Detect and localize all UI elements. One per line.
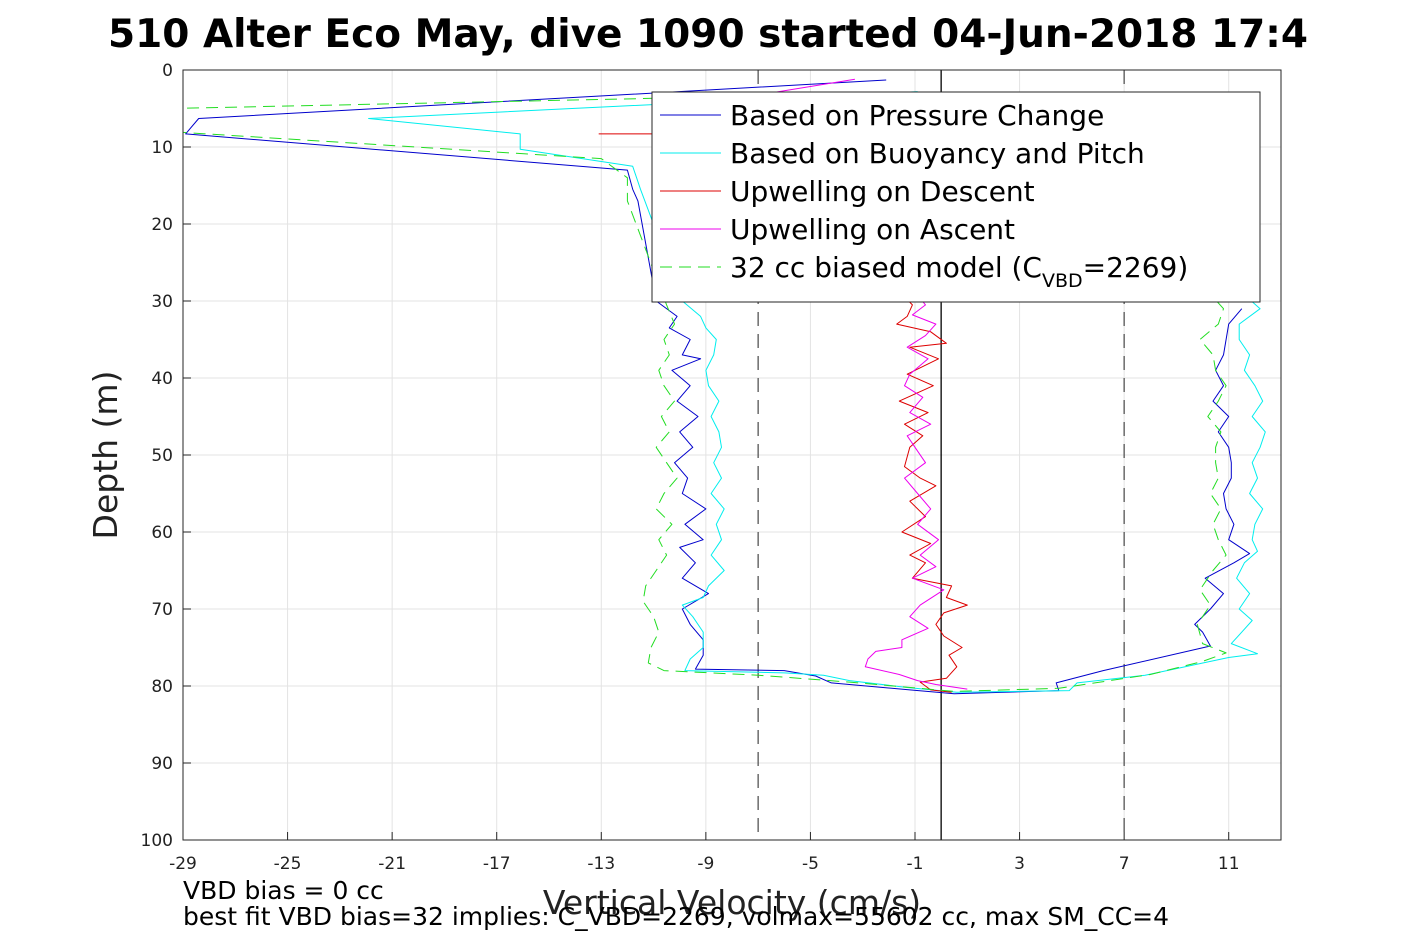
x-tick-label: -21 xyxy=(378,854,406,874)
y-tick-label: 50 xyxy=(151,446,173,466)
chart-title: 510 Alter Eco May, dive 1090 started 04-… xyxy=(108,12,1308,57)
series-group xyxy=(183,78,1266,695)
x-tick-label: -25 xyxy=(274,854,302,874)
y-axis-label: Depth (m) xyxy=(86,371,125,540)
x-tick-label: 3 xyxy=(1014,854,1025,874)
y-tick-label: 80 xyxy=(151,677,173,697)
y-tick-label: 100 xyxy=(141,831,173,851)
x-tick-label: -5 xyxy=(802,854,819,874)
y-tick-label: 60 xyxy=(151,523,173,543)
y-tick-label: 20 xyxy=(151,215,173,235)
y-tick-label: 10 xyxy=(151,138,173,158)
series-line xyxy=(185,79,1251,695)
series-line xyxy=(183,92,1227,692)
x-tick-label: -13 xyxy=(587,854,615,874)
y-tick-labels: 0 10 20 30 40 50 60 70 80 90 100 xyxy=(141,61,191,851)
legend-entry: Upwelling on Ascent xyxy=(730,213,1015,246)
x-tick-label: 7 xyxy=(1119,854,1130,874)
legend-entry: Upwelling on Descent xyxy=(730,175,1035,208)
footer-best-fit: best fit VBD bias=32 implies: C_VBD=2269… xyxy=(183,902,1170,931)
legend-box xyxy=(651,91,1261,303)
y-tick-label: 0 xyxy=(162,61,173,81)
x-axis-label: Vertical Velocity (cm/s) xyxy=(543,883,921,922)
series-line xyxy=(368,91,1266,693)
x-tick-label: -17 xyxy=(483,854,511,874)
x-tick-labels: -29 -25 -21 -17 -13 -9 -5 -1 3 7 11 xyxy=(169,832,1240,874)
series-line xyxy=(598,133,968,693)
legend-entry: Based on Pressure Change xyxy=(730,99,1104,132)
y-tick-label: 90 xyxy=(151,754,173,774)
y-tick-label: 40 xyxy=(151,369,173,389)
series-line xyxy=(755,78,968,690)
y-tick-label: 30 xyxy=(151,292,173,312)
x-tick-label: -9 xyxy=(697,854,714,874)
y-tick-label: 70 xyxy=(151,600,173,620)
x-tick-label: -1 xyxy=(907,854,924,874)
legend-entry: Based on Buoyancy and Pitch xyxy=(730,137,1145,170)
x-tick-label: 11 xyxy=(1218,854,1240,874)
legend: Based on Pressure Change Based on Buoyanc… xyxy=(651,91,1261,303)
footer-vbd-bias: VBD bias = 0 cc xyxy=(183,876,384,905)
x-tick-label: -29 xyxy=(169,854,197,874)
